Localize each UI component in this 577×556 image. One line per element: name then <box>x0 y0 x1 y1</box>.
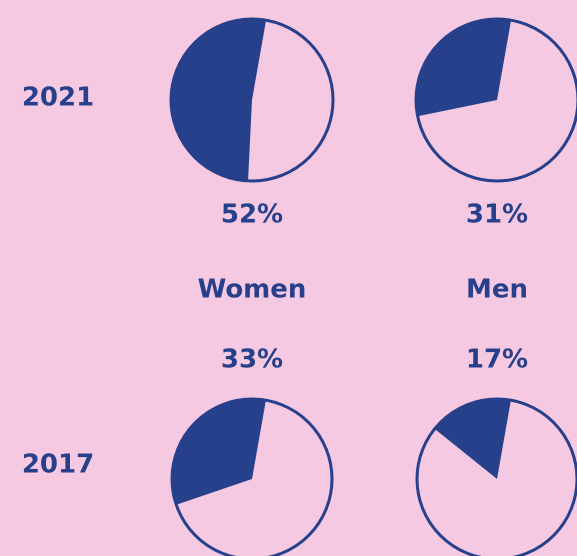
pie-slice <box>434 399 511 479</box>
pie-outline <box>169 17 335 183</box>
year-label: 2021 <box>22 83 94 113</box>
pie-slice <box>170 18 267 181</box>
value-label: 31% <box>466 200 528 230</box>
value-label: 17% <box>466 345 528 375</box>
pie-outline <box>415 397 577 556</box>
category-label: Women <box>198 275 307 305</box>
category-label: Men <box>466 275 528 305</box>
value-label: 33% <box>221 345 283 375</box>
pie-slice <box>172 399 266 505</box>
pie-outline <box>170 397 334 556</box>
pie-outline <box>414 17 577 183</box>
year-label: 2017 <box>22 450 94 480</box>
value-label: 52% <box>221 200 283 230</box>
